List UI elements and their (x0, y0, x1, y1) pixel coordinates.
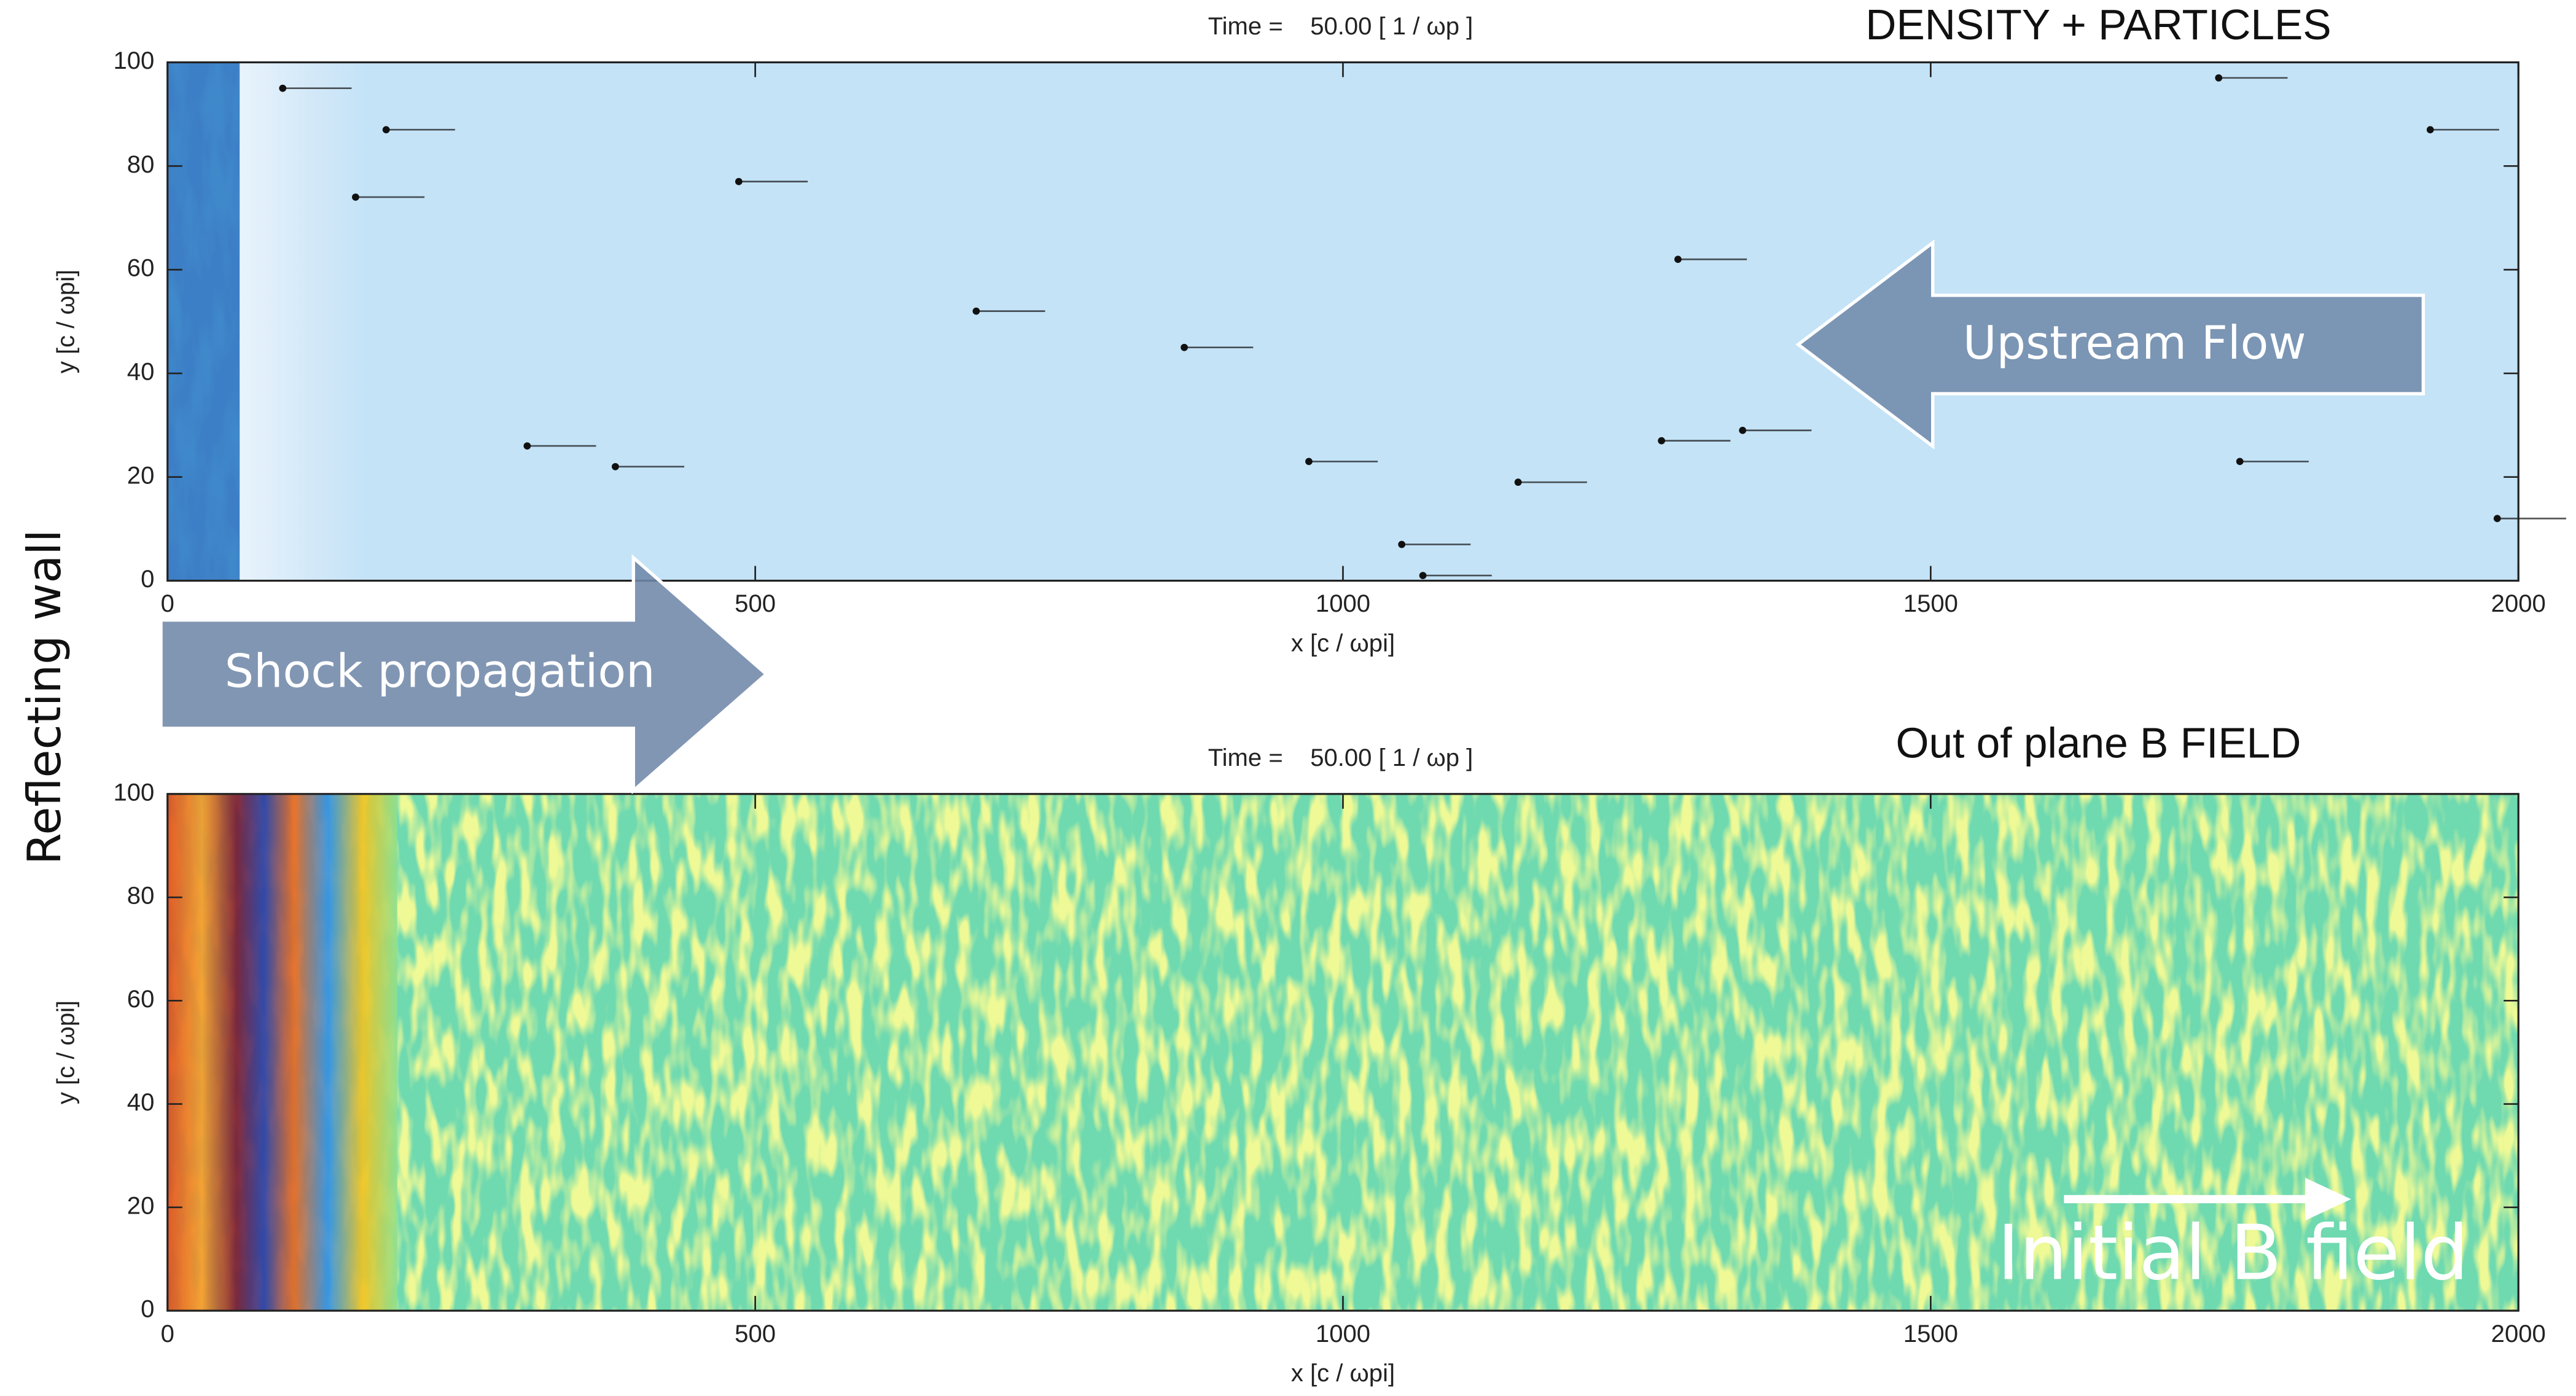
x-tick-label: 2000 (2491, 1320, 2546, 1347)
shock-arrow: Shock propagation (161, 558, 767, 790)
upstream-label: Upstream Flow (1963, 316, 2306, 370)
particle (1398, 541, 1405, 548)
bfield-label: Initial B field (1997, 1209, 2469, 1297)
particle (2427, 126, 2434, 133)
figure: 0500100015002000020406080100x [c / ωpi]y… (0, 0, 2576, 1396)
panel-title: DENSITY + PARTICLES (1865, 1, 2331, 49)
particle (1658, 437, 1665, 445)
x-tick-label: 0 (161, 590, 174, 617)
x-tick-label: 1000 (1316, 590, 1370, 617)
particle (612, 463, 619, 470)
y-axis-label: y [c / ωpi] (52, 1000, 79, 1104)
y-tick-label: 0 (141, 566, 154, 593)
particle (1739, 427, 1746, 434)
x-tick-label: 1500 (1903, 1320, 1958, 1347)
particle (1419, 572, 1427, 579)
x-tick-label: 2000 (2491, 590, 2546, 617)
particle (279, 85, 286, 92)
wall-label: Reflecting wall (18, 529, 71, 865)
time-label: Time = 50.00 [ 1 / ωp ] (1208, 744, 1473, 771)
x-axis-label: x [c / ωpi] (1291, 1360, 1395, 1387)
time-label: Time = 50.00 [ 1 / ωp ] (1208, 13, 1473, 40)
y-tick-label: 100 (114, 779, 155, 806)
y-tick-label: 60 (127, 986, 155, 1013)
y-tick-label: 40 (127, 1089, 155, 1116)
y-tick-label: 20 (127, 1192, 155, 1219)
y-axis-label: y [c / ωpi] (52, 270, 79, 373)
y-tick-label: 20 (127, 462, 155, 489)
particle (1515, 478, 1522, 486)
x-axis-label: x [c / ωpi] (1291, 630, 1395, 657)
y-tick-label: 100 (114, 47, 155, 74)
particle (352, 193, 359, 201)
particle (735, 178, 743, 185)
x-tick-label: 1500 (1903, 590, 1958, 617)
y-tick-label: 80 (127, 151, 155, 178)
y-tick-label: 80 (127, 883, 155, 910)
panel-title: Out of plane B FIELD (1895, 719, 2301, 767)
particle (1674, 255, 1682, 263)
particle (2215, 74, 2222, 82)
y-tick-label: 0 (141, 1296, 154, 1323)
particle (383, 126, 390, 133)
x-tick-label: 500 (735, 590, 776, 617)
x-tick-label: 1000 (1316, 1320, 1370, 1347)
particle (1305, 458, 1313, 466)
particle (2236, 458, 2244, 466)
shock-label: Shock propagation (225, 644, 655, 698)
particle (1181, 344, 1188, 351)
x-tick-label: 500 (735, 1320, 776, 1347)
y-tick-label: 60 (127, 255, 155, 282)
x-tick-label: 0 (161, 1320, 174, 1347)
y-tick-label: 40 (127, 358, 155, 385)
particle (973, 308, 980, 315)
particle (2494, 515, 2501, 522)
particle (523, 442, 531, 450)
